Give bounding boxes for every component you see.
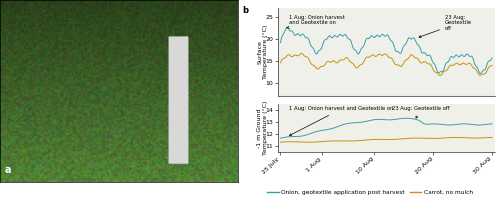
Legend: Onion, geotextile application post harvest, Carrot, no mulch: Onion, geotextile application post harve… — [265, 187, 475, 197]
Text: a: a — [5, 165, 11, 175]
Y-axis label: -1 m Ground
Temperature (°C): -1 m Ground Temperature (°C) — [258, 101, 268, 155]
Text: 1 Aug: Onion harvest and Geotextile on: 1 Aug: Onion harvest and Geotextile on — [290, 106, 394, 135]
Text: 1 Aug: Onion harvest
and Geotextile on: 1 Aug: Onion harvest and Geotextile on — [286, 15, 345, 28]
Text: 23 Aug: Geotextile off: 23 Aug: Geotextile off — [392, 106, 450, 118]
Text: 23 Aug:
Geotextile
off: 23 Aug: Geotextile off — [419, 15, 472, 37]
Y-axis label: Surface
Temperature (°C): Surface Temperature (°C) — [258, 25, 268, 79]
Text: b: b — [242, 6, 248, 15]
